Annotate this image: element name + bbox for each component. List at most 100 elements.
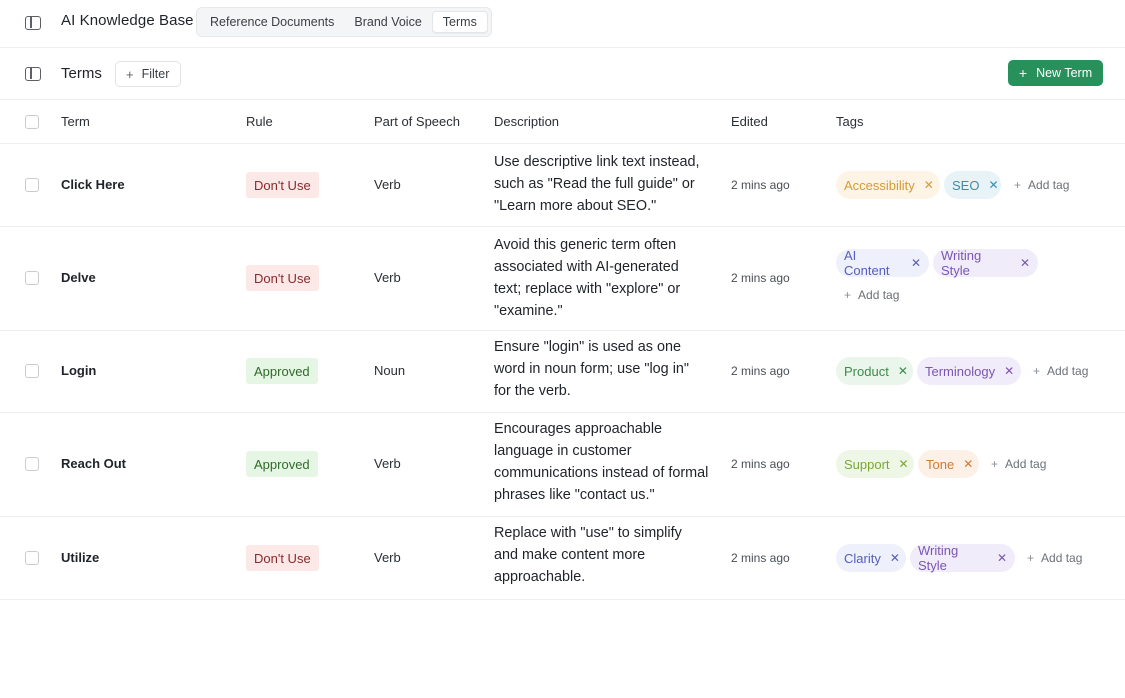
plus-icon: + <box>991 457 999 471</box>
add-tag-label: Add tag <box>1028 178 1070 192</box>
tag-label: Writing Style <box>918 543 959 573</box>
tag-chip[interactable]: Accessibility ✕ <box>836 171 940 199</box>
rule-badge[interactable]: Don't Use <box>246 265 319 291</box>
column-header-tags[interactable]: Tags <box>836 114 864 129</box>
column-header-term[interactable]: Term <box>61 114 90 129</box>
edited-timestamp: 2 mins ago <box>731 551 790 565</box>
term-name: Login <box>61 363 97 378</box>
tag-chip[interactable]: AI Content ✕ <box>836 248 929 278</box>
plus-icon: + <box>1018 65 1028 81</box>
add-tag-button[interactable]: + Add tag <box>1027 551 1082 565</box>
table-row[interactable]: Reach Out Approved Verb Encourages approach… <box>0 413 1125 517</box>
tag-chip[interactable]: Product ✕ <box>836 357 913 385</box>
column-header-rule[interactable]: Rule <box>246 114 273 129</box>
row-checkbox[interactable] <box>25 271 39 285</box>
table-row[interactable]: Delve Don't Use Verb Avoid this generic ter… <box>0 227 1125 331</box>
filter-button[interactable]: + Filter <box>115 61 182 87</box>
filter-label: Filter <box>141 67 170 81</box>
remove-tag-icon[interactable]: ✕ <box>1019 256 1030 270</box>
plus-icon: + <box>126 66 134 82</box>
tag-chip[interactable]: Terminology ✕ <box>917 357 1021 385</box>
term-description: Use descriptive link text instead, such … <box>494 154 700 214</box>
part-of-speech: Verb <box>374 456 401 471</box>
section-header: Terms + Filter + New Term <box>0 48 1125 100</box>
row-checkbox[interactable] <box>25 457 39 471</box>
column-header-description[interactable]: Description <box>494 114 560 129</box>
tag-label: Product <box>844 363 889 379</box>
remove-tag-icon[interactable]: ✕ <box>963 457 974 471</box>
part-of-speech: Verb <box>374 177 401 192</box>
new-term-label: New Term <box>1036 66 1093 80</box>
term-description: Replace with "use" to simplify and make … <box>494 525 682 585</box>
plus-icon: + <box>1033 364 1041 378</box>
edited-timestamp: 2 mins ago <box>731 178 790 192</box>
tag-label: Terminology <box>925 363 996 379</box>
term-description: Avoid this generic term often associated… <box>494 237 681 319</box>
edited-timestamp: 2 mins ago <box>731 271 790 285</box>
plus-icon: + <box>1014 178 1022 192</box>
part-of-speech: Verb <box>374 270 401 285</box>
add-tag-button[interactable]: + Add tag <box>991 457 1046 471</box>
remove-tag-icon[interactable]: ✕ <box>1004 364 1015 378</box>
row-checkbox[interactable] <box>25 178 39 192</box>
term-name: Reach Out <box>61 456 127 471</box>
remove-tag-icon[interactable]: ✕ <box>923 178 934 192</box>
tag-label: Writing Style <box>941 248 982 278</box>
remove-tag-icon[interactable]: ✕ <box>988 178 999 192</box>
add-tag-label: Add tag <box>1047 364 1089 378</box>
plus-icon: + <box>844 288 852 302</box>
row-checkbox[interactable] <box>25 551 39 565</box>
remove-tag-icon[interactable]: ✕ <box>889 551 900 565</box>
tag-chip[interactable]: Writing Style ✕ <box>910 543 1015 573</box>
add-tag-label: Add tag <box>1005 457 1047 471</box>
add-tag-label: Add tag <box>1041 551 1083 565</box>
column-header-part-of-speech[interactable]: Part of Speech <box>374 114 460 129</box>
remove-tag-icon[interactable]: ✕ <box>898 457 909 471</box>
remove-tag-icon[interactable]: ✕ <box>897 364 908 378</box>
add-tag-label: Add tag <box>858 288 900 302</box>
row-checkbox[interactable] <box>25 364 39 378</box>
tag-label: Support <box>844 456 890 472</box>
tag-label: Accessibility <box>844 177 915 193</box>
tag-label: Clarity <box>844 550 881 566</box>
plus-icon: + <box>1027 551 1035 565</box>
sidebar-toggle-icon[interactable] <box>25 16 41 30</box>
rule-badge[interactable]: Don't Use <box>246 172 319 198</box>
tag-chip[interactable]: SEO ✕ <box>944 171 1001 199</box>
term-description: Ensure "login" is used as one word in no… <box>494 339 689 399</box>
tab-group: Reference Documents Brand Voice Terms <box>196 7 492 37</box>
table-row[interactable]: Click Here Don't Use Verb Use descriptive l… <box>0 144 1125 227</box>
add-tag-button[interactable]: + Add tag <box>1033 364 1088 378</box>
tag-chip[interactable]: Clarity ✕ <box>836 544 906 572</box>
part-of-speech: Verb <box>374 550 401 565</box>
edited-timestamp: 2 mins ago <box>731 457 790 471</box>
table-row[interactable]: Login Approved Noun Ensure "login" is used … <box>0 331 1125 413</box>
tab-brand-voice[interactable]: Brand Voice <box>354 15 422 29</box>
term-name: Utilize <box>61 550 100 565</box>
table-header: Term Rule Part of Speech Description Edi… <box>0 100 1125 144</box>
tab-reference-documents[interactable]: Reference Documents <box>210 15 335 29</box>
tab-terms[interactable]: Terms <box>431 11 488 33</box>
select-all-checkbox[interactable] <box>25 115 39 129</box>
add-tag-button[interactable]: + Add tag <box>1014 178 1069 192</box>
edited-timestamp: 2 mins ago <box>731 364 790 378</box>
remove-tag-icon[interactable]: ✕ <box>996 551 1007 565</box>
panel-toggle-icon[interactable] <box>25 67 41 81</box>
term-name: Delve <box>61 270 96 285</box>
part-of-speech: Noun <box>374 363 406 378</box>
table-row[interactable]: Utilize Don't Use Verb Replace with "use" t… <box>0 517 1125 600</box>
tag-chip[interactable]: Writing Style ✕ <box>933 248 1038 278</box>
tag-chip[interactable]: Support ✕ <box>836 450 914 478</box>
rule-badge[interactable]: Approved <box>246 358 318 384</box>
add-tag-button[interactable]: + Add tag <box>844 288 899 302</box>
tag-label: Tone <box>926 456 955 472</box>
tag-label: SEO <box>952 177 980 193</box>
tag-chip[interactable]: Tone ✕ <box>918 450 979 478</box>
remove-tag-icon[interactable]: ✕ <box>910 256 921 270</box>
column-header-edited[interactable]: Edited <box>731 114 768 129</box>
new-term-button[interactable]: + New Term <box>1008 60 1103 86</box>
app-title: AI Knowledge Base <box>61 12 194 29</box>
term-description: Encourages approachable language in cust… <box>494 421 709 503</box>
rule-badge[interactable]: Approved <box>246 451 318 477</box>
rule-badge[interactable]: Don't Use <box>246 545 319 571</box>
